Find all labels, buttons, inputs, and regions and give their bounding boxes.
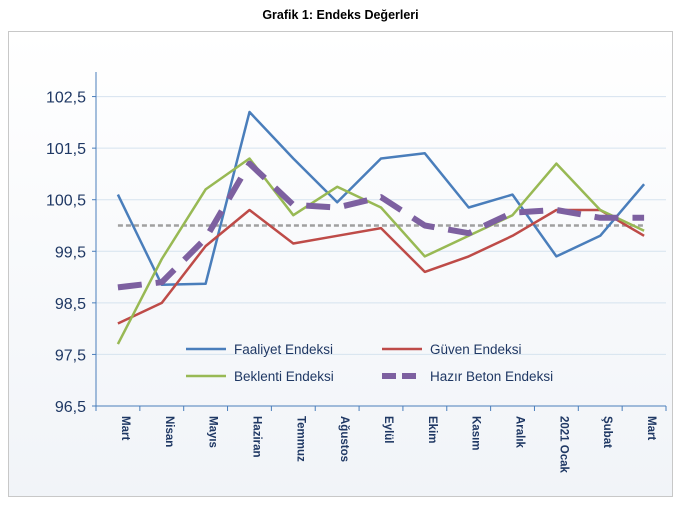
x-tick-label: 2021 Ocak [557, 416, 569, 474]
x-tick-label: Şubat [601, 416, 613, 448]
x-tick-label: Aralık [514, 416, 526, 449]
y-tick-label: 97,5 [55, 347, 86, 364]
chart-frame [8, 31, 673, 497]
x-tick-label: Kasım [470, 416, 482, 451]
series-line-3 [116, 157, 645, 345]
x-tick-label: Mart [119, 416, 131, 440]
x-tick-label: Eylül [382, 416, 394, 443]
gridlines [96, 96, 666, 355]
axes [92, 72, 667, 411]
x-tick-label: Mart [645, 416, 657, 440]
y-tick-label: 96,5 [55, 399, 86, 416]
legend-label-2: Güven Endeksi [430, 342, 522, 357]
y-tick-label: 100,5 [46, 193, 86, 210]
legend: Faaliyet Endeksi Güven Endeksi Beklenti En… [186, 342, 553, 384]
y-tick-label: 102,5 [46, 90, 86, 107]
series-line-1 [116, 110, 646, 287]
y-tick-label: 101,5 [46, 141, 86, 158]
legend-label-3: Beklenti Endeksi [234, 369, 334, 384]
x-tick-label: Nisan [163, 416, 175, 447]
y-tick-label: 98,5 [55, 296, 86, 313]
x-tick-label: Ekim [426, 416, 438, 444]
x-tick-labels: Mart Nisan Mayıs Haziran Temmuz Ağustos Eylül E… [119, 416, 657, 474]
x-tick-label: Haziran [250, 416, 262, 458]
series-line-2 [117, 208, 645, 325]
chart-title: Grafik 1: Endeks Değerleri [262, 8, 419, 22]
series-lines [116, 110, 646, 345]
y-tick-label: 99,5 [55, 244, 86, 261]
series-line-4 [117, 160, 645, 291]
x-tick-label: Mayıs [207, 416, 219, 448]
x-tick-label: Temmuz [294, 416, 306, 462]
y-tick-labels: 96,5 97,5 98,5 99,5 100,5 101,5 102,5 [46, 90, 86, 416]
legend-label-1: Faaliyet Endeksi [234, 342, 333, 357]
x-tick-label: Ağustos [338, 416, 350, 462]
legend-label-4: Hazır Beton Endeksi [430, 369, 553, 384]
